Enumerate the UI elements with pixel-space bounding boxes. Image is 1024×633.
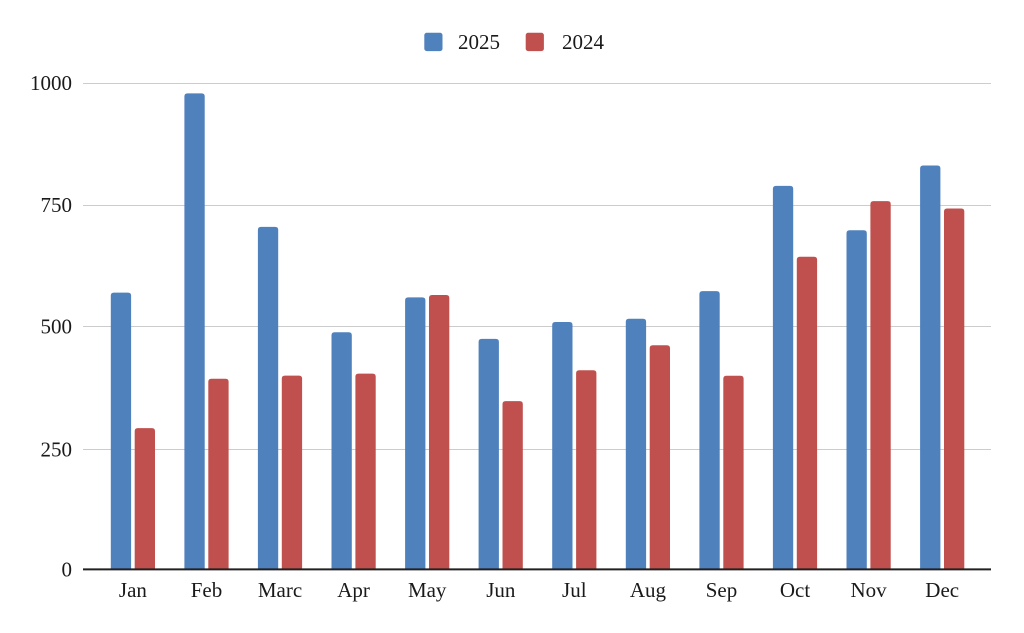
svg-text:250: 250: [41, 438, 73, 462]
svg-text:Dec: Dec: [925, 578, 959, 602]
svg-text:500: 500: [41, 315, 73, 339]
svg-text:Aug: Aug: [630, 578, 667, 602]
svg-text:0: 0: [62, 557, 73, 581]
svg-text:Marc: Marc: [258, 578, 302, 602]
svg-text:Jun: Jun: [486, 578, 516, 602]
svg-text:May: May: [408, 578, 447, 602]
svg-text:Sep: Sep: [706, 578, 738, 602]
svg-text:2025: 2025: [458, 30, 500, 54]
svg-text:2024: 2024: [562, 30, 605, 54]
svg-text:1000: 1000: [30, 71, 72, 95]
svg-text:Apr: Apr: [337, 578, 370, 602]
svg-text:Jan: Jan: [119, 578, 147, 602]
svg-text:Nov: Nov: [851, 578, 888, 602]
svg-text:Jul: Jul: [562, 578, 587, 602]
svg-text:750: 750: [41, 193, 73, 217]
svg-text:Feb: Feb: [191, 578, 223, 602]
svg-text:Oct: Oct: [780, 578, 810, 602]
